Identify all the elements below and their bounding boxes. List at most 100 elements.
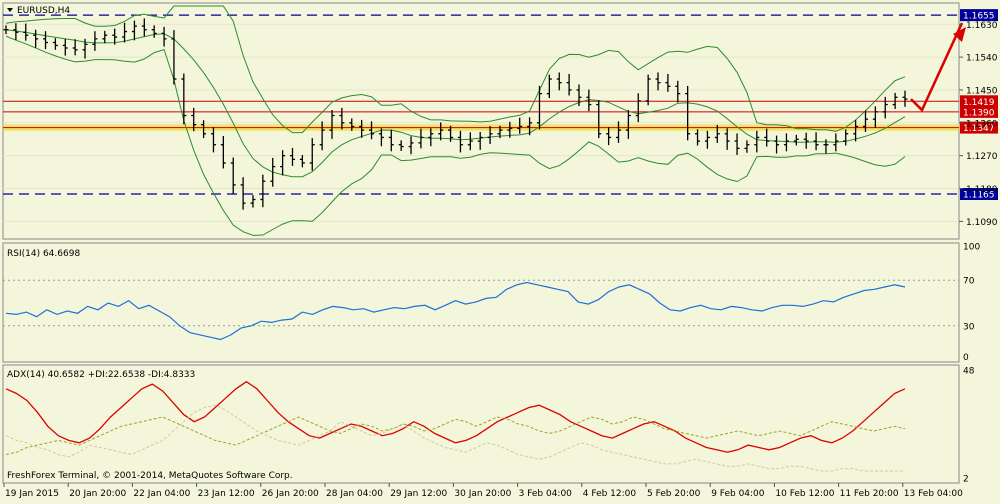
candle-bar (82, 38, 88, 59)
price-tick-label: 1.1090 (966, 218, 998, 228)
footer-copyright: FreshForex Terminal, © 2001-2014, MetaQu… (7, 471, 293, 481)
candle-bar (438, 122, 444, 141)
rsi-tick-label: 100 (963, 243, 980, 253)
candle-bar (783, 133, 789, 152)
candle-bar (764, 128, 770, 147)
candle-bar (596, 100, 602, 139)
time-tick-label: 30 Jan 20:00 (454, 489, 511, 499)
candle-bar (141, 18, 147, 37)
rsi-tick-label: 70 (963, 277, 975, 287)
candle-bar (892, 92, 898, 109)
adx-panel[interactable] (5, 380, 906, 472)
time-tick-label: 3 Feb 04:00 (519, 489, 573, 499)
candle-bar (161, 26, 167, 47)
candle-bar (556, 72, 562, 91)
candle-bar (72, 39, 78, 56)
bollinger-lower (5, 35, 906, 236)
candle-bar (517, 117, 523, 134)
candle-bar (112, 28, 118, 45)
price-tick-label: 1.1360 (966, 119, 998, 129)
candle-bar (349, 118, 355, 131)
level-tag (960, 95, 998, 108)
time-tick-label: 4 Feb 12:00 (583, 489, 637, 499)
candle-bar (457, 130, 463, 153)
level-tag (960, 188, 998, 201)
candle-bar (843, 129, 849, 146)
triangle-down-icon[interactable] (7, 8, 13, 12)
candle-bar (33, 29, 39, 48)
candle-bar (803, 132, 809, 149)
bollinger-upper (5, 5, 906, 134)
candle-bar (546, 74, 552, 98)
candle-bar (467, 132, 473, 151)
time-tick-label: 19 Jan 2015 (5, 489, 59, 499)
time-tick-label: 13 Feb 04:00 (904, 489, 963, 499)
candle-bar (704, 130, 710, 149)
candle-bar (625, 110, 631, 139)
candle-bar (102, 30, 108, 44)
candle-bar (398, 140, 404, 151)
candle-bar (171, 30, 177, 85)
price-panel[interactable] (3, 5, 966, 236)
candle-bar (418, 128, 424, 149)
candle-bar (695, 129, 701, 146)
candle-bar (724, 128, 730, 150)
candle-bar (181, 73, 187, 125)
time-tick-label: 28 Jan 04:00 (326, 489, 383, 499)
time-tick-label: 23 Jan 12:00 (198, 489, 255, 499)
candle-bar (576, 84, 582, 107)
level-tag-label: 1.1655 (963, 12, 995, 22)
candle-bar (872, 106, 878, 128)
forecast-arrow-head (953, 27, 966, 42)
plus-di-line (5, 416, 906, 455)
candle-bar (43, 31, 49, 50)
level-tag (960, 9, 998, 22)
level-tag-label: 1.1419 (963, 98, 995, 108)
candle-bar (270, 157, 276, 187)
rsi-label: RSI(14) 64.6698 (7, 249, 80, 259)
level-tag (960, 105, 998, 118)
adx-tick-label: 2 (963, 475, 969, 485)
time-tick-label: 5 Feb 20:00 (647, 489, 701, 499)
candle-bar (813, 132, 819, 151)
candle-bar (853, 119, 859, 142)
rsi-panel[interactable] (3, 279, 959, 341)
candle-bar (714, 125, 720, 143)
candle-bar (23, 23, 29, 41)
adx-tick-label: 48 (963, 367, 975, 377)
candle-bar (309, 138, 315, 171)
candle-bar (487, 126, 493, 144)
rsi-line (5, 281, 906, 341)
time-tick-label: 29 Jan 12:00 (390, 489, 447, 499)
level-tag (960, 121, 998, 134)
candle-bar (527, 117, 533, 136)
candle-bar (299, 154, 305, 168)
rsi-tick-label: 0 (963, 353, 969, 363)
candle-bar (882, 96, 888, 119)
candle-bar (655, 72, 661, 91)
candle-bar (774, 135, 780, 154)
adx-panel-frame (2, 364, 960, 484)
candle-bar (754, 130, 760, 153)
time-tick-label: 11 Feb 20:00 (840, 489, 899, 499)
candle-bar (220, 135, 226, 169)
symbol-title: EURUSD,H4 (17, 6, 70, 16)
candle-bar (586, 89, 592, 112)
candle-bar (151, 25, 157, 38)
level-tag-label: 1.1390 (963, 108, 995, 118)
candle-bar (635, 93, 641, 123)
time-tick-label: 9 Feb 04:00 (711, 489, 765, 499)
candle-bar (744, 140, 750, 153)
candle-bar (606, 127, 612, 146)
candle-bar (62, 38, 68, 56)
candle-bar (616, 121, 622, 143)
candle-bar (191, 107, 197, 132)
candle-bar (260, 174, 266, 208)
candle-bar (359, 119, 365, 138)
candle-bar (131, 20, 137, 41)
candle-bar (122, 22, 128, 43)
candle-bar (52, 38, 58, 50)
candle-bar (339, 107, 345, 130)
candle-bar (369, 121, 375, 140)
